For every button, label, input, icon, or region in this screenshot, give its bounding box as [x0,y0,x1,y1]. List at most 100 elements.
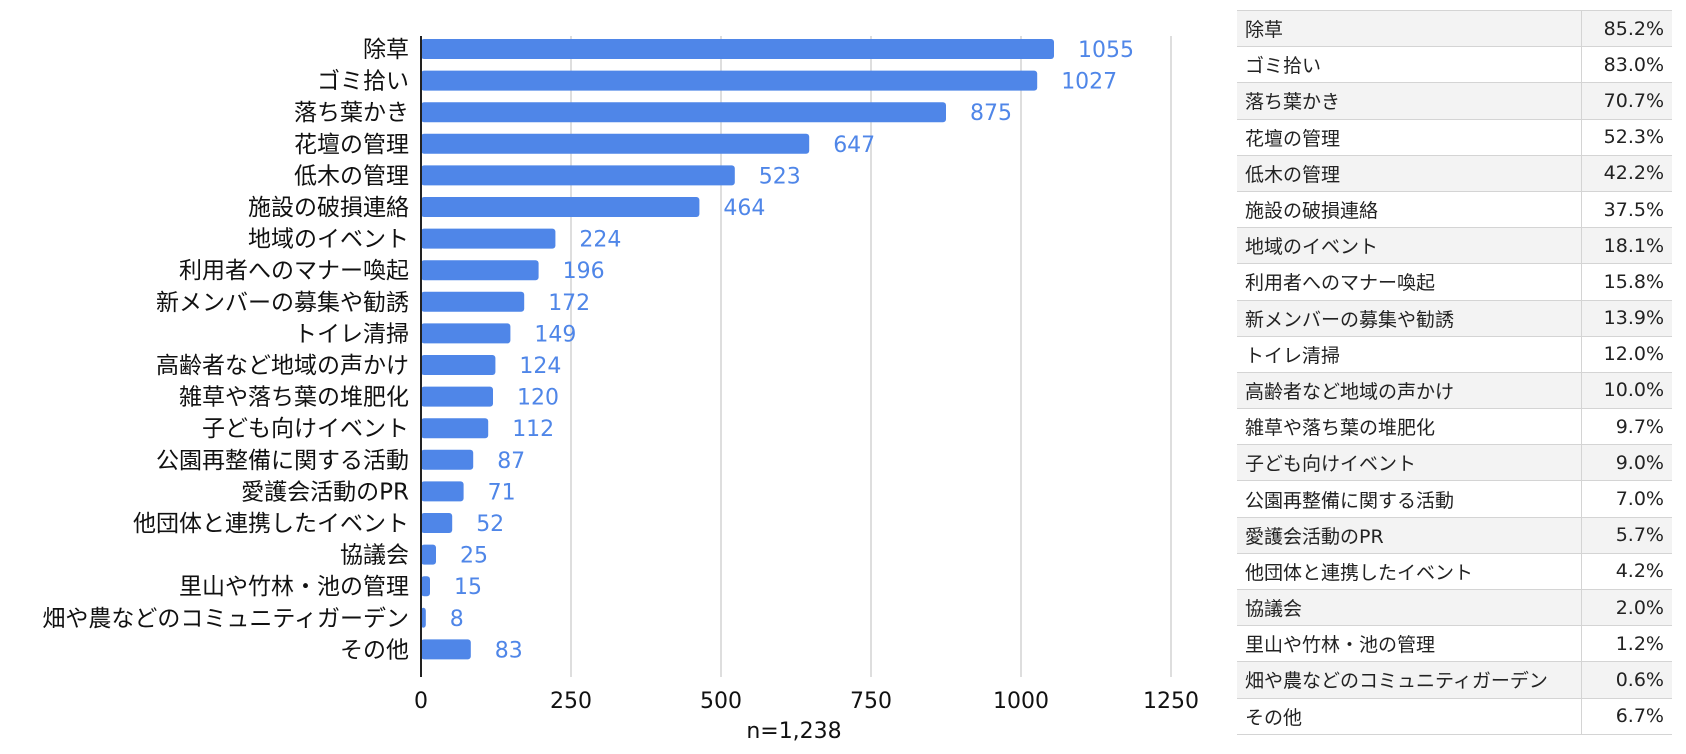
data-label: 87 [497,449,525,474]
table-row: 雑草や落ち葉の堆肥化 9.7% [1237,408,1672,446]
table-cell-pct: 9.0% [1581,444,1672,482]
x-tick-label: 1000 [993,689,1049,714]
bar [421,323,511,344]
table-cell-name: 協議会 [1237,589,1582,627]
table-row: 高齢者など地域の声かけ 10.0% [1237,372,1672,410]
data-label: 464 [723,196,765,221]
table-cell-name: 花壇の管理 [1237,119,1582,156]
table-row: 施設の破損連絡 37.5% [1237,191,1672,229]
data-label: 71 [488,480,516,505]
data-label: 112 [512,417,554,442]
table-cell-pct: 42.2% [1581,155,1672,192]
table-row: 公園再整備に関する活動 7.0% [1237,480,1672,518]
table-cell-pct: 52.3% [1581,119,1672,156]
bar [421,355,496,375]
data-label: 8 [450,607,464,632]
table-cell-pct: 5.7% [1581,517,1672,554]
table-cell-pct: 1.2% [1581,625,1672,663]
category-label: トイレ清掃 [294,321,409,347]
table-cell-pct: 4.2% [1581,553,1672,591]
table-cell-pct: 13.9% [1581,300,1672,337]
bar [421,197,700,217]
table-cell-name: 他団体と連携したイベント [1237,553,1582,591]
table-row: 協議会 2.0% [1237,589,1672,627]
table-cell-name: 畑や農などのコミュニティガーデン [1237,661,1582,699]
bar [421,513,453,533]
data-label: 124 [519,354,561,379]
table-cell-pct: 85.2% [1581,9,1672,48]
bar [421,639,471,660]
bar [421,291,525,312]
table-cell-name: 子ども向けイベント [1237,444,1582,482]
data-label: 523 [759,164,801,189]
category-label: 公園再整備に関する活動 [156,448,409,474]
table-cell-name: 高齢者など地域の声かけ [1237,372,1582,410]
table-row: 除草 85.2% [1237,9,1672,48]
table-row: 落ち葉かき 70.7% [1237,82,1672,120]
table-cell-pct: 6.7% [1581,698,1672,735]
table-cell-pct: 10.0% [1581,372,1672,410]
table-cell-name: 施設の破損連絡 [1237,191,1582,229]
x-tick-label: 750 [850,689,892,714]
percentage-table: 除草 85.2% ゴミ拾い 83.0% 落ち葉かき 70.7% 花壇の管理 52.3% 低木の管… [1237,9,1672,735]
table-cell-pct: 70.7% [1581,82,1672,120]
bar [421,449,474,470]
data-label: 149 [534,322,576,347]
category-label: 愛護会活動のPR [241,479,409,505]
table-cell-name: 新メンバーの募集や勧誘 [1237,300,1582,337]
table-cell-pct: 15.8% [1581,263,1672,301]
data-label: 25 [460,544,488,569]
bar [421,228,556,249]
bar [421,70,1038,91]
data-label: 875 [970,101,1012,126]
table-cell-pct: 12.0% [1581,336,1672,373]
table-row: ゴミ拾い 83.0% [1237,46,1672,84]
x-tick-label: 1250 [1143,689,1199,714]
category-label: 子ども向けイベント [202,416,409,442]
table-cell-pct: 18.1% [1581,227,1672,265]
table-cell-name: 低木の管理 [1237,155,1582,192]
category-label: 協議会 [340,543,409,569]
category-label: 落ち葉かき [294,100,409,126]
x-tick-label: 500 [700,689,742,714]
table-cell-pct: 9.7% [1581,408,1672,446]
bar [421,39,1054,59]
table-cell-name: 里山や竹林・池の管理 [1237,625,1582,663]
x-tick-label: 0 [414,689,428,714]
table-cell-pct: 2.0% [1581,589,1672,627]
bar [421,576,430,597]
x-tick-labels: 0 250 500 750 1000 1250 [414,689,1199,714]
bar [421,260,539,281]
data-label: 647 [833,133,875,158]
bar [421,386,493,407]
table-row: 低木の管理 42.2% [1237,155,1672,192]
table-cell-name: 除草 [1237,9,1582,48]
table-cell-name: 地域のイベント [1237,227,1582,265]
data-label: 224 [579,228,621,253]
table-row: 子ども向けイベント 9.0% [1237,444,1672,482]
table-row: 地域のイベント 18.1% [1237,227,1672,265]
category-label: 新メンバーの募集や勧誘 [156,290,409,316]
category-label: 他団体と連携したイベント [133,511,409,537]
bar [421,102,946,123]
table-cell-pct: 7.0% [1581,480,1672,518]
data-label: 52 [476,512,504,537]
category-label: 畑や農などのコミュニティガーデン [42,606,409,632]
category-labels: 除草ゴミ拾い落ち葉かき花壇の管理低木の管理施設の破損連絡地域のイベント利用者への… [42,37,409,663]
table-row: 他団体と連携したイベント 4.2% [1237,553,1672,591]
table-row: その他 6.7% [1237,698,1672,735]
data-label: 172 [548,291,590,316]
data-label: 1055 [1078,38,1134,63]
category-label: 里山や竹林・池の管理 [179,574,409,600]
table-cell-pct: 83.0% [1581,46,1672,84]
bar [421,481,464,502]
table-cell-name: その他 [1237,698,1582,735]
bar [421,544,436,565]
x-axis-title: n=1,238 [746,719,841,744]
x-tick-label: 250 [550,689,592,714]
bar-chart: 除草ゴミ拾い落ち葉かき花壇の管理低木の管理施設の破損連絡地域のイベント利用者への… [42,36,1199,744]
table-row: 畑や農などのコミュニティガーデン 0.6% [1237,661,1672,699]
table-row: 新メンバーの募集や勧誘 13.9% [1237,300,1672,337]
bar [421,418,489,439]
bars [421,39,1054,660]
